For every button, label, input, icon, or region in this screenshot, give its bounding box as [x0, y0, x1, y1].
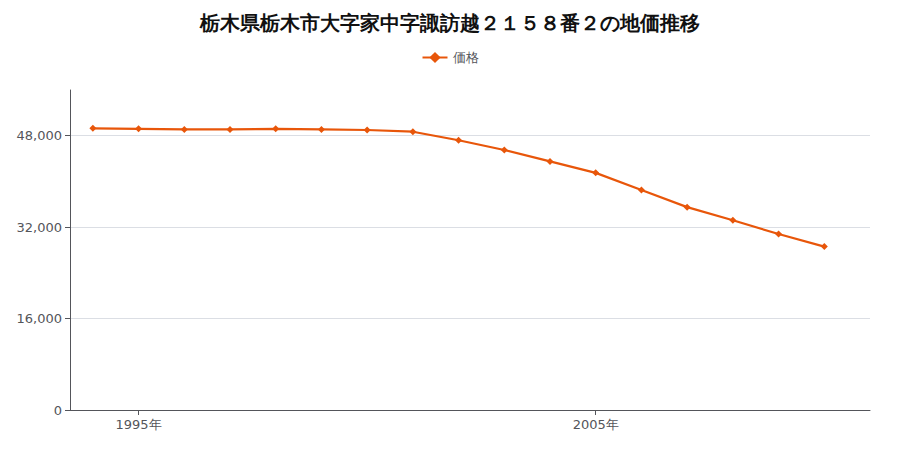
svg-text:1995年: 1995年 — [116, 417, 162, 432]
svg-text:0: 0 — [54, 403, 62, 418]
svg-text:32,000: 32,000 — [17, 220, 63, 235]
svg-text:価格: 価格 — [453, 50, 479, 65]
svg-text:2005年: 2005年 — [573, 417, 619, 432]
svg-text:栃木県栃木市大字家中字諏訪越２１５８番２の地価推移: 栃木県栃木市大字家中字諏訪越２１５８番２の地価推移 — [199, 11, 700, 35]
svg-text:48,000: 48,000 — [17, 128, 63, 143]
svg-text:16,000: 16,000 — [17, 311, 63, 326]
